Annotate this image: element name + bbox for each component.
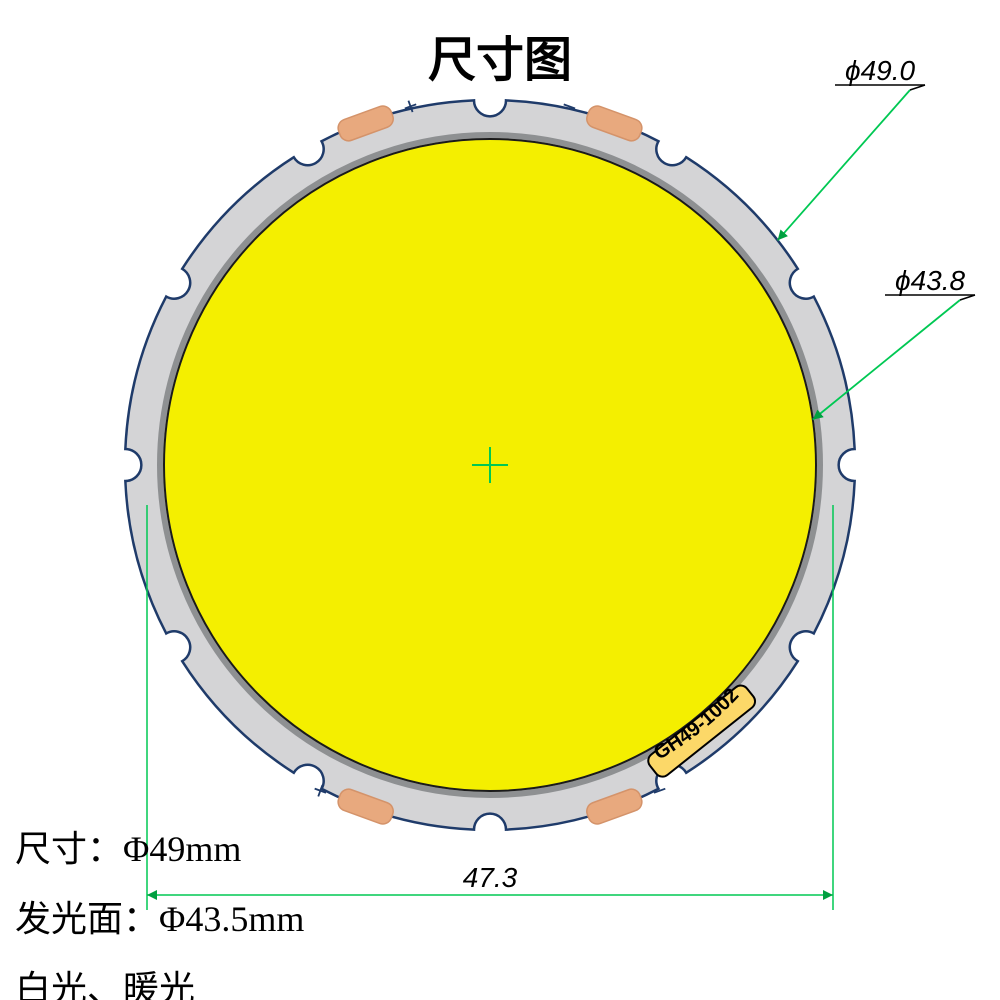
dim-width-label: 47.3: [463, 862, 518, 893]
spec-line-1: 尺寸：Φ49mm: [15, 820, 241, 872]
leader-outer: [778, 90, 910, 240]
plus-icon: +: [308, 774, 332, 806]
spec-face-label: 发光面：: [15, 899, 159, 939]
spec-size-label: 尺寸：: [15, 829, 123, 869]
dim-inner-label: ϕ43.8: [895, 265, 965, 296]
spec-face-value: Φ43.5mm: [159, 899, 304, 939]
spec-line-3: 白光、暖光: [15, 960, 195, 1000]
dim-outer-label: ϕ49.0: [845, 55, 915, 86]
spec-line-2: 发光面：Φ43.5mm: [15, 890, 304, 942]
spec-size-value: Φ49mm: [123, 829, 241, 869]
